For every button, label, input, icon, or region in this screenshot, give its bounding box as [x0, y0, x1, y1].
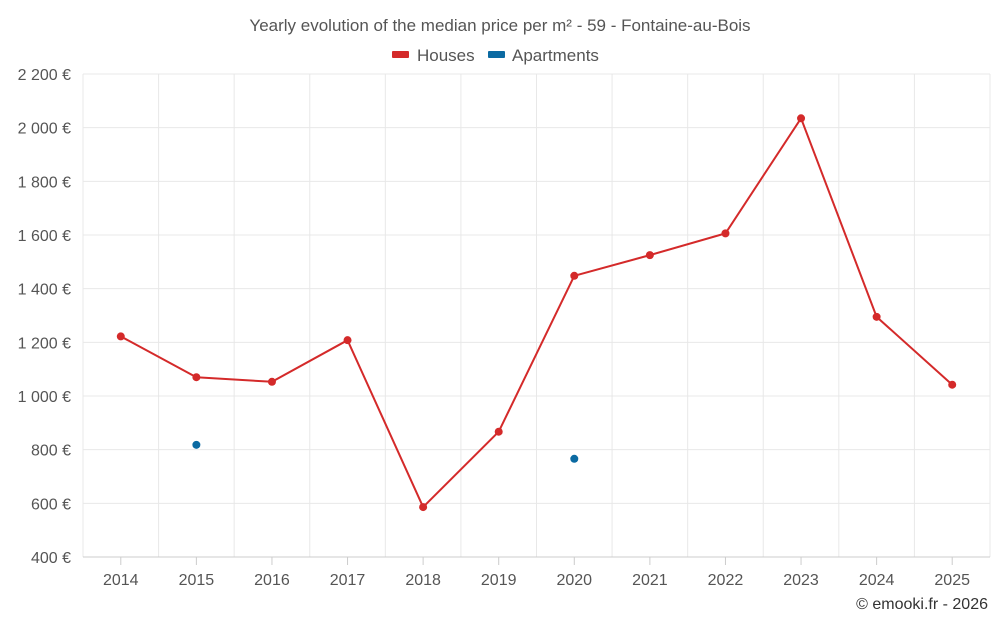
data-point-houses[interactable]: [343, 336, 352, 345]
plot-area: [116, 114, 957, 512]
series-line-houses: [120, 117, 953, 509]
y-tick-label: 400 €: [31, 550, 71, 567]
y-tick-label: 1 000 €: [18, 389, 71, 406]
legend-label-apartments: Apartments: [512, 46, 599, 65]
x-tick-label: 2021: [632, 572, 668, 589]
x-tick-label: 2023: [783, 572, 819, 589]
data-point-houses[interactable]: [494, 427, 503, 436]
y-tick-label: 800 €: [31, 443, 71, 460]
axes: 400 € 600 € 800 € 1 000 € 1 200 € 1 400 € 1 60…: [18, 67, 990, 589]
x-tick-label: 2018: [405, 572, 441, 589]
legend-swatch-houses: [392, 51, 409, 58]
y-tick-label: 600 €: [31, 496, 71, 513]
grid: [82, 73, 991, 557]
x-tick-label: 2016: [254, 572, 290, 589]
legend-label-houses: Houses: [417, 46, 475, 65]
data-point-houses[interactable]: [948, 380, 957, 389]
data-point-houses[interactable]: [116, 332, 125, 341]
legend-item-apartments[interactable]: Apartments: [488, 46, 599, 65]
x-tick-label: 2017: [330, 572, 366, 589]
data-point-houses[interactable]: [419, 503, 428, 512]
x-tick-label: 2025: [934, 572, 970, 589]
y-tick-label: 1 400 €: [18, 282, 71, 299]
data-point-houses[interactable]: [267, 377, 276, 386]
x-tick-label: 2020: [556, 572, 592, 589]
data-point-houses[interactable]: [797, 114, 806, 123]
credit: © emooki.fr - 2026: [856, 596, 988, 613]
legend: Houses Apartments: [392, 46, 599, 65]
legend-swatch-apartments: [488, 51, 505, 58]
y-tick-label: 1 200 €: [18, 335, 71, 352]
data-point-houses[interactable]: [872, 312, 881, 321]
data-point-houses[interactable]: [721, 229, 730, 238]
data-point-houses[interactable]: [645, 251, 654, 260]
data-point-houses[interactable]: [192, 373, 201, 382]
x-tick-label: 2019: [481, 572, 517, 589]
y-tick-label: 2 000 €: [18, 121, 71, 138]
data-point-apartments[interactable]: [192, 440, 201, 449]
x-tick-label: 2015: [179, 572, 215, 589]
legend-item-houses[interactable]: Houses: [392, 46, 475, 65]
data-point-houses[interactable]: [570, 271, 579, 280]
x-tick-label: 2024: [859, 572, 895, 589]
y-tick-label: 1 600 €: [18, 228, 71, 245]
y-tick-label: 2 200 €: [18, 67, 71, 84]
chart-title: Yearly evolution of the median price per…: [249, 16, 750, 35]
x-tick-label: 2014: [103, 572, 139, 589]
y-tick-label: 1 800 €: [18, 174, 71, 191]
x-tick-label: 2022: [708, 572, 744, 589]
data-point-apartments[interactable]: [570, 454, 579, 463]
